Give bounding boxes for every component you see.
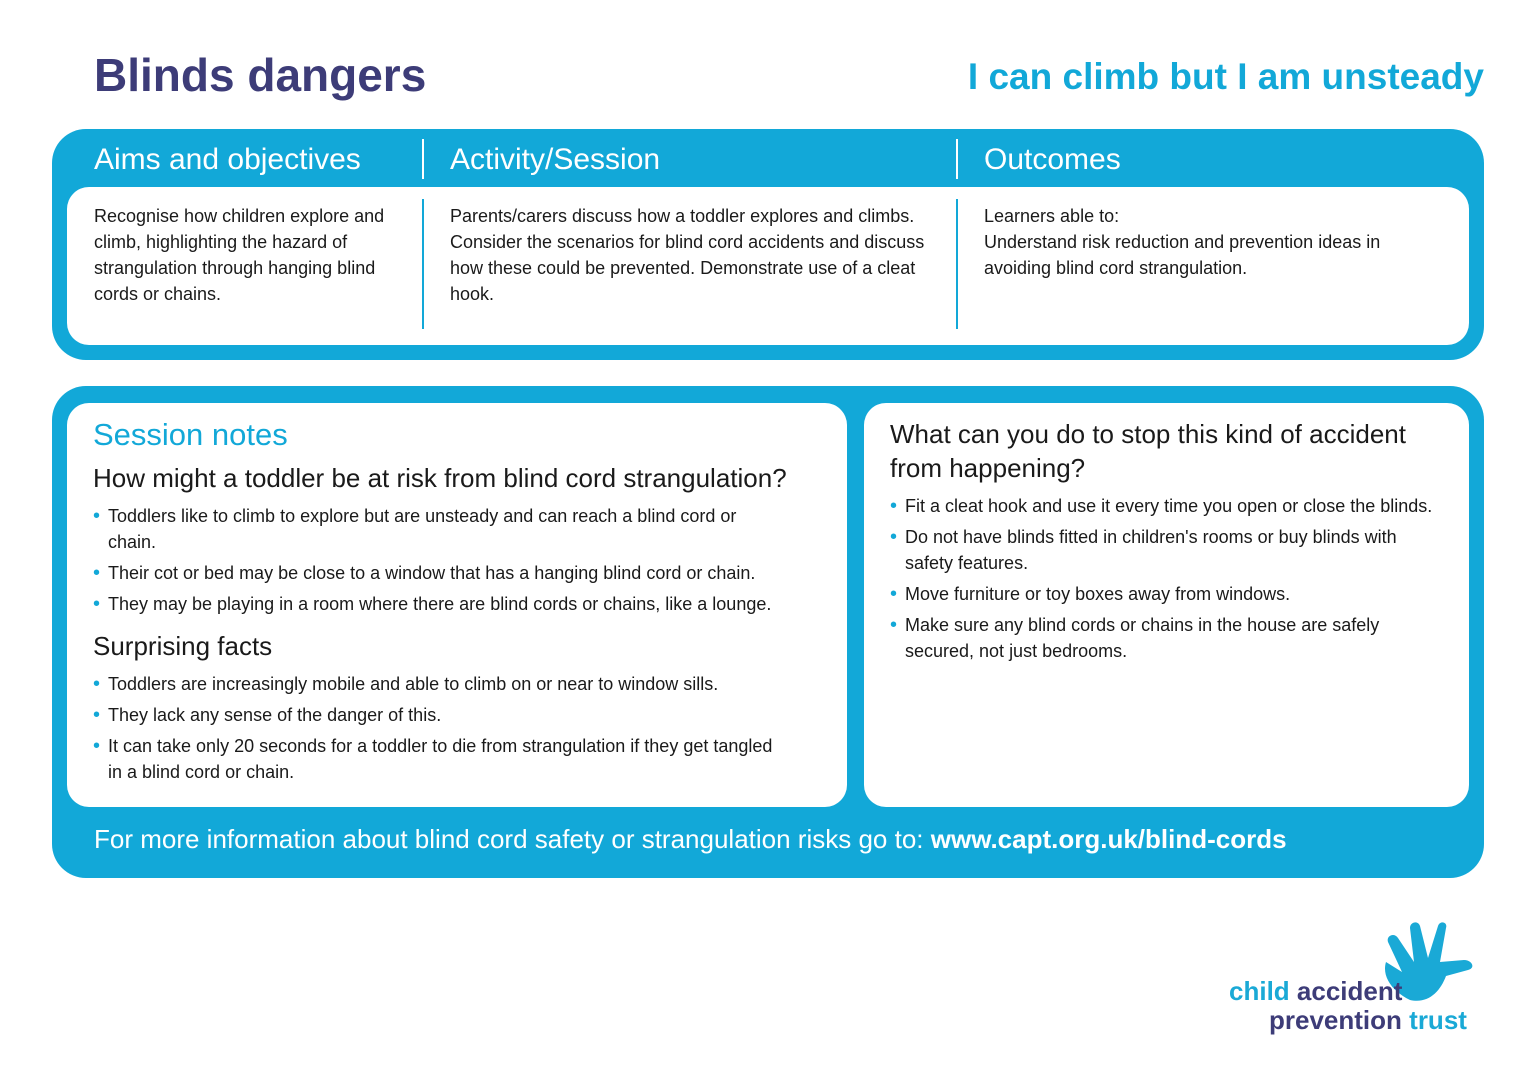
divider xyxy=(956,139,958,179)
activity-heading: Activity/Session xyxy=(450,143,661,176)
divider xyxy=(422,139,424,179)
overview-body xyxy=(67,187,1469,345)
risk-heading: How might a toddler be at risk from blin… xyxy=(93,463,787,493)
aims-text: Recognise how children explore and climb… xyxy=(94,206,385,304)
list-item: Toddlers are increasingly mobile and abl… xyxy=(93,671,821,697)
overview-panel: Aims and objectives Activity/Session Out… xyxy=(52,129,1484,360)
divider xyxy=(422,199,424,329)
hand-icon xyxy=(1385,922,1473,1001)
session-notes-label: Session notes xyxy=(93,417,288,452)
prevention-notes: What can you do to stop this kind of acc… xyxy=(864,403,1469,807)
logo-line1: child accident xyxy=(1229,976,1403,1006)
aims-heading: Aims and objectives xyxy=(94,143,361,176)
outcomes-heading: Outcomes xyxy=(984,143,1121,176)
outcomes-intro: Learners able to: xyxy=(984,206,1120,226)
footer-link[interactable]: www.capt.org.uk/blind-cords xyxy=(930,824,1287,854)
list-item: Their cot or bed may be close to a windo… xyxy=(93,560,821,586)
facts-list: Toddlers are increasingly mobile and abl… xyxy=(93,671,821,785)
footer-text: For more information about blind cord sa… xyxy=(94,824,931,854)
outcomes-text: Learners able to: Understand risk reduct… xyxy=(984,203,1444,281)
divider xyxy=(956,199,958,329)
risk-list: Toddlers like to climb to explore but ar… xyxy=(93,503,821,617)
notes-panel: Session notes How might a toddler be at … xyxy=(52,386,1484,878)
list-item: Do not have blinds fitted in children's … xyxy=(890,524,1443,576)
list-item: Toddlers like to climb to explore but ar… xyxy=(93,503,773,555)
list-item: Move furniture or toy boxes away from wi… xyxy=(890,581,1443,607)
session-notes: Session notes How might a toddler be at … xyxy=(67,403,847,807)
list-item: They lack any sense of the danger of thi… xyxy=(93,702,821,728)
list-item: It can take only 20 seconds for a toddle… xyxy=(93,733,783,785)
activity-text: Parents/carers discuss how a toddler exp… xyxy=(450,206,925,304)
facts-heading: Surprising facts xyxy=(93,631,273,661)
list-item: They may be playing in a room where ther… xyxy=(93,591,821,617)
logo-line2: prevention trust xyxy=(1269,1005,1467,1035)
capt-logo: child accident prevention trust xyxy=(1225,920,1495,1040)
outcomes-detail: Understand risk reduction and prevention… xyxy=(984,232,1381,278)
page-title: Blinds dangers xyxy=(94,49,427,101)
list-item: Make sure any blind cords or chains in t… xyxy=(890,612,1443,664)
page-subtitle: I can climb but I am unsteady xyxy=(967,56,1484,97)
prevention-list: Fit a cleat hook and use it every time y… xyxy=(890,493,1443,664)
footer: For more information about blind cord sa… xyxy=(94,824,1287,855)
prevention-heading: What can you do to stop this kind of acc… xyxy=(890,419,1406,483)
list-item: Fit a cleat hook and use it every time y… xyxy=(890,493,1443,519)
